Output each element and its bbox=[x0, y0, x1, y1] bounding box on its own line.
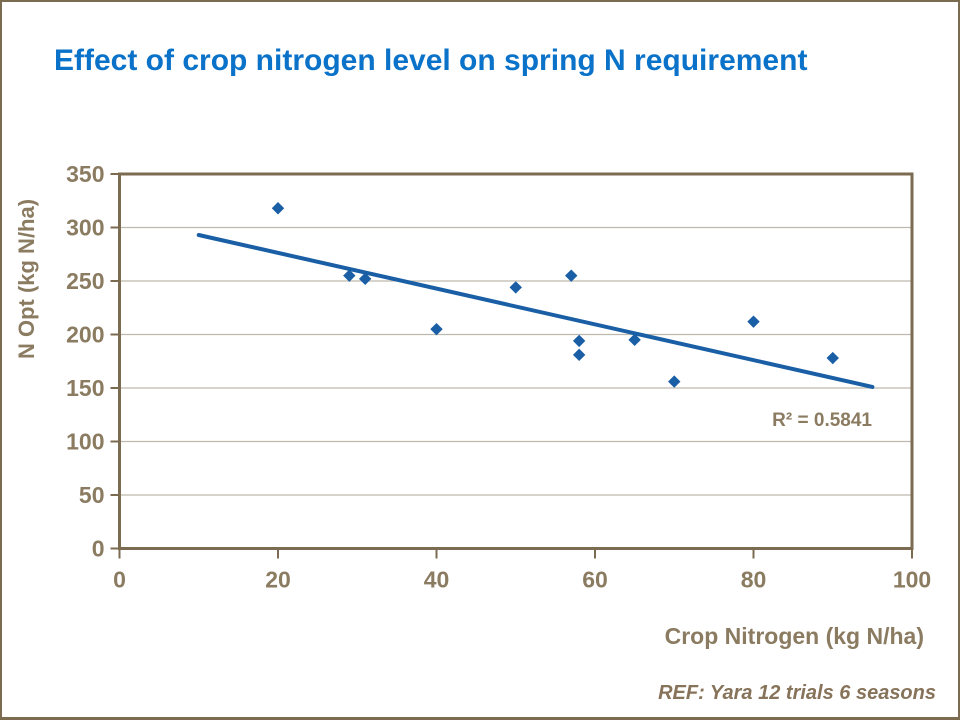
y-axis-title: N Opt (kg N/ha) bbox=[14, 199, 39, 359]
y-tick-label: 200 bbox=[66, 322, 104, 348]
plot-frame bbox=[118, 172, 914, 550]
data-point bbox=[572, 348, 586, 362]
y-tick-label: 50 bbox=[79, 482, 105, 508]
data-point bbox=[747, 315, 760, 328]
data-point bbox=[271, 202, 285, 215]
data-point bbox=[509, 281, 522, 294]
data-point bbox=[343, 269, 356, 282]
data-point bbox=[430, 322, 443, 336]
y-tick-label: 100 bbox=[66, 429, 104, 455]
y-tick-label: 250 bbox=[66, 268, 104, 294]
x-tick-label: 0 bbox=[113, 567, 126, 593]
y-tick-label: 350 bbox=[66, 161, 104, 187]
data-point bbox=[668, 375, 681, 388]
x-tick-label: 20 bbox=[265, 567, 291, 593]
trendline bbox=[196, 232, 875, 389]
y-tick-label: 300 bbox=[66, 215, 104, 241]
r-squared-label: R² = 0.5841 bbox=[772, 410, 872, 431]
data-point bbox=[565, 269, 578, 282]
x-tick-label: 100 bbox=[893, 567, 931, 593]
x-axis-title: Crop Nitrogen (kg N/ha) bbox=[665, 623, 924, 649]
data-point bbox=[572, 334, 586, 348]
footer-reference: REF: Yara 12 trials 6 seasons bbox=[658, 682, 936, 704]
data-point bbox=[826, 351, 839, 365]
x-tick-label: 40 bbox=[424, 567, 450, 593]
x-tick-label: 60 bbox=[582, 567, 608, 593]
data-point bbox=[358, 272, 372, 286]
y-tick-label: 150 bbox=[66, 375, 104, 401]
data-point bbox=[628, 333, 641, 347]
x-tick-label: 80 bbox=[741, 567, 767, 593]
slide-title: Effect of crop nitrogen level on spring … bbox=[54, 44, 808, 77]
y-tick-label: 0 bbox=[92, 536, 105, 562]
